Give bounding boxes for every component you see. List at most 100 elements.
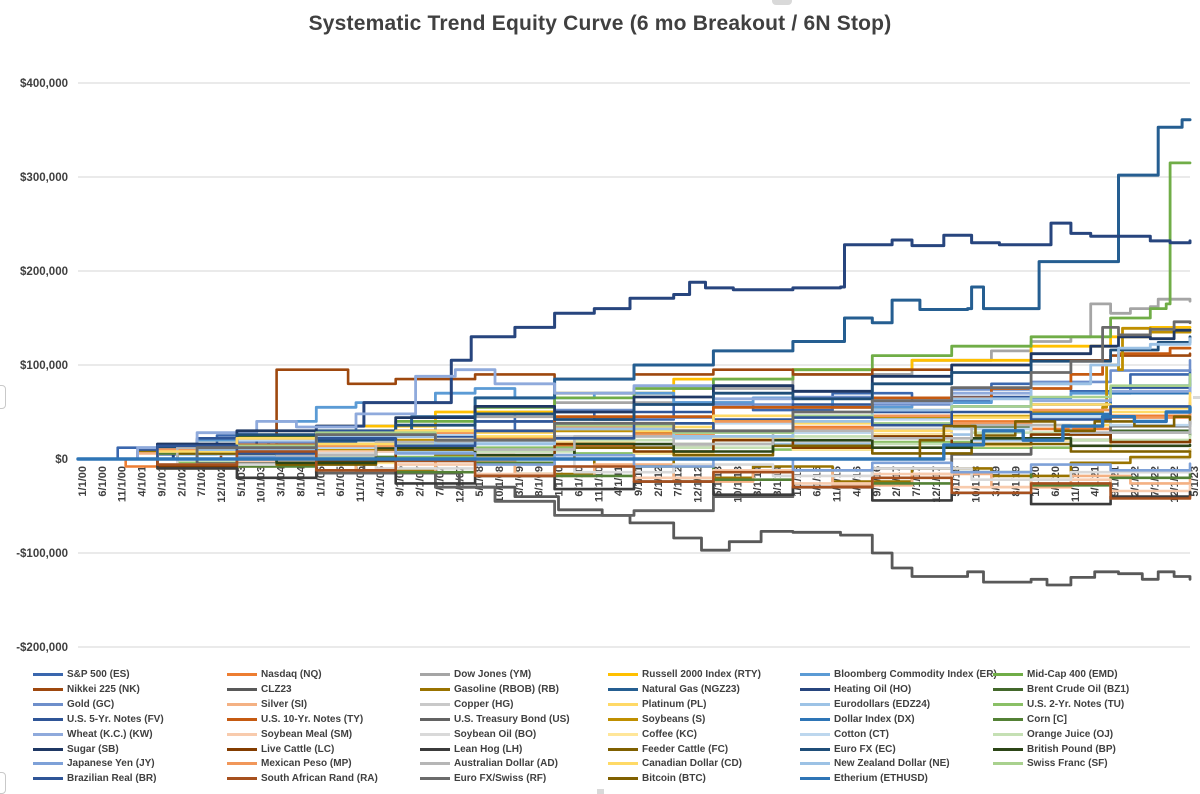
- legend-item[interactable]: Cotton (CT): [800, 728, 889, 741]
- bottom-edge-artifact: [597, 789, 604, 794]
- x-tick-label: 8/1/04: [295, 465, 307, 496]
- legend-item[interactable]: U.S. 5-Yr. Notes (FV): [33, 713, 164, 726]
- legend-item[interactable]: Corn [C]: [993, 713, 1067, 726]
- legend-swatch: [33, 673, 63, 676]
- legend-item[interactable]: Soybeans (S): [608, 713, 705, 726]
- legend-swatch: [227, 673, 257, 676]
- legend-item[interactable]: Mexican Peso (MP): [227, 757, 352, 770]
- legend-item[interactable]: Gold (GC): [33, 698, 114, 711]
- legend-item[interactable]: Coffee (KC): [608, 728, 697, 741]
- y-tick-label: $200,000: [20, 266, 68, 278]
- x-tick-label: 4/1/21: [1090, 466, 1102, 497]
- legend-swatch: [993, 702, 1023, 706]
- legend-item[interactable]: Nikkei 225 (NK): [33, 683, 140, 696]
- x-tick-label: 5/1/23: [1189, 466, 1200, 497]
- legend-label: Orange Juice (OJ): [1027, 728, 1114, 740]
- x-tick-label: 5/1/03: [236, 466, 248, 497]
- legend-item[interactable]: Dollar Index (DX): [800, 713, 915, 726]
- legend-item[interactable]: CLZ23: [227, 683, 292, 696]
- legend-label: Russell 2000 Index (RTY): [642, 669, 761, 680]
- legend-item[interactable]: S&P 500 (ES): [33, 668, 130, 681]
- legend-label: Mid-Cap 400 (EMD): [1027, 669, 1118, 680]
- top-edge-artifact: [772, 0, 792, 5]
- legend-item[interactable]: Copper (HG): [420, 698, 513, 711]
- legend-item[interactable]: Soybean Meal (SM): [227, 728, 352, 741]
- legend-item[interactable]: Canadian Dollar (CD): [608, 757, 742, 770]
- legend-item[interactable]: Brazilian Real (BR): [33, 772, 156, 785]
- legend-item[interactable]: Brent Crude Oil (BZ1): [993, 683, 1129, 696]
- legend-label: South African Rand (RA): [261, 773, 378, 785]
- legend-item[interactable]: British Pound (BP): [993, 743, 1116, 756]
- legend-swatch: [33, 747, 63, 751]
- legend-item[interactable]: Orange Juice (OJ): [993, 728, 1113, 741]
- x-tick-label: 4/1/01: [137, 466, 149, 497]
- legend-item[interactable]: Natural Gas (NGZ23): [608, 683, 740, 696]
- series-lines: [76, 118, 1192, 587]
- legend-swatch: [227, 732, 257, 736]
- legend-label: Bloomberg Commodity Index (ER): [834, 669, 997, 680]
- legend-label: British Pound (BP): [1027, 743, 1116, 755]
- legend-item[interactable]: Feeder Cattle (FC): [608, 743, 728, 756]
- legend-item[interactable]: Euro FX (EC): [800, 743, 896, 756]
- legend-item[interactable]: Soybean Oil (BO): [420, 728, 536, 741]
- legend-swatch: [33, 717, 63, 721]
- legend-item[interactable]: Eurodollars (EDZ24): [800, 698, 930, 711]
- legend-item[interactable]: Australian Dollar (AD): [420, 757, 558, 770]
- legend-item[interactable]: Bitcoin (BTC): [608, 772, 706, 785]
- legend-label: Heating Oil (HO): [834, 683, 912, 695]
- legend-item[interactable]: Etherium (ETHUSD): [800, 772, 928, 785]
- legend-label: U.S. Treasury Bond (US): [454, 713, 570, 725]
- legend-swatch: [33, 762, 63, 766]
- legend-label: Swiss Franc (SF): [1027, 758, 1108, 770]
- legend-item[interactable]: Heating Oil (HO): [800, 683, 911, 696]
- x-tick-label: 10/1/03: [256, 466, 268, 503]
- legend-swatch: [800, 777, 830, 781]
- legend-item[interactable]: U.S. 10-Yr. Notes (TY): [227, 713, 363, 726]
- x-tick-label: 9/1/01: [156, 466, 168, 497]
- legend-item[interactable]: Euro FX/Swiss (RF): [420, 772, 546, 785]
- legend-item[interactable]: Dow Jones (YM): [420, 668, 531, 681]
- legend-item[interactable]: U.S. Treasury Bond (US): [420, 713, 570, 726]
- legend-item[interactable]: Live Cattle (LC): [227, 743, 334, 756]
- legend-label: Soybean Meal (SM): [261, 728, 353, 740]
- legend-swatch: [420, 762, 450, 766]
- legend-label: U.S. 2-Yr. Notes (TU): [1027, 698, 1125, 710]
- legend-label: Soybean Oil (BO): [454, 728, 537, 740]
- chart-title: Systematic Trend Equity Curve (6 mo Brea…: [308, 12, 892, 35]
- legend-item[interactable]: Mid-Cap 400 (EMD): [993, 668, 1118, 681]
- legend-item[interactable]: New Zealand Dollar (NE): [800, 757, 950, 770]
- legend-label: Eurodollars (EDZ24): [834, 698, 931, 710]
- legend-swatch: [800, 762, 830, 766]
- legend-item[interactable]: Sugar (SB): [33, 743, 119, 756]
- x-tick-label: 3/1/04: [276, 465, 288, 496]
- legend-swatch: [800, 673, 830, 676]
- legend-label: U.S. 5-Yr. Notes (FV): [67, 713, 164, 725]
- legend-label: Japanese Yen (JY): [67, 758, 155, 770]
- legend-item[interactable]: Japanese Yen (JY): [33, 757, 155, 770]
- legend-swatch: [608, 702, 638, 706]
- legend-item[interactable]: Gasoline (RBOB) (RB): [420, 683, 559, 696]
- legend-swatch: [33, 702, 63, 706]
- legend-item[interactable]: Wheat (K.C.) (KW): [33, 728, 153, 741]
- legend-label: Cotton (CT): [834, 728, 889, 740]
- x-tick-label: 8/1/09: [534, 466, 546, 497]
- legend-swatch: [227, 762, 257, 766]
- legend-item[interactable]: Bloomberg Commodity Index (ER): [800, 668, 997, 681]
- legend-item[interactable]: U.S. 2-Yr. Notes (TU): [993, 698, 1124, 711]
- legend-item[interactable]: Swiss Franc (SF): [993, 757, 1108, 770]
- x-tick-label: 3/1/19: [990, 466, 1002, 497]
- legend-label: New Zealand Dollar (NE): [834, 758, 950, 770]
- legend-item[interactable]: Lean Hog (LH): [420, 743, 522, 756]
- legend-swatch: [993, 687, 1023, 691]
- x-tick-label: 12/1/12: [693, 466, 705, 503]
- x-tick-label: 9/1/21: [1110, 466, 1122, 497]
- legend-item[interactable]: Platinum (PL): [608, 698, 706, 711]
- legend-item[interactable]: South African Rand (RA): [227, 772, 378, 785]
- legend-item[interactable]: Nasdaq (NQ): [227, 668, 322, 681]
- legend-swatch: [800, 717, 830, 721]
- left-bottom-edge-artifact: [0, 772, 6, 794]
- legend-item[interactable]: Silver (SI): [227, 698, 307, 711]
- legend-swatch: [420, 673, 450, 676]
- legend-item[interactable]: Russell 2000 Index (RTY): [608, 668, 761, 681]
- x-tick-label: 1/1/20: [1030, 466, 1042, 497]
